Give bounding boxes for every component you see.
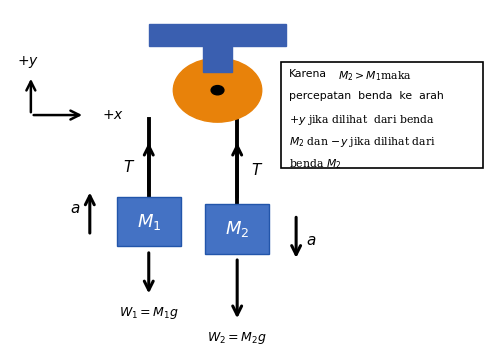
Bar xyxy=(149,24,287,46)
Bar xyxy=(205,204,269,253)
Text: benda $M_2$: benda $M_2$ xyxy=(289,157,341,171)
Circle shape xyxy=(211,86,224,95)
Text: $M_2 > M_1$maka: $M_2 > M_1$maka xyxy=(338,69,412,83)
Text: $+y$: $+y$ xyxy=(17,54,40,70)
Text: Karena: Karena xyxy=(289,69,327,79)
Text: $T$: $T$ xyxy=(123,159,135,175)
Text: $M_1$: $M_1$ xyxy=(136,212,161,232)
Text: $W_1 = M_1 g$: $W_1 = M_1 g$ xyxy=(119,305,179,321)
Text: $W_2 = M_2 g$: $W_2 = M_2 g$ xyxy=(207,330,267,346)
Text: percepatan  benda  ke  arah: percepatan benda ke arah xyxy=(289,91,444,101)
Bar xyxy=(282,62,483,168)
Bar xyxy=(117,197,181,247)
Text: $T$: $T$ xyxy=(250,162,263,178)
Text: $+y$ jika dilihat  dari benda: $+y$ jika dilihat dari benda xyxy=(289,113,434,127)
Circle shape xyxy=(173,58,262,122)
Text: $a$: $a$ xyxy=(70,202,80,216)
Text: $M_2$ dan $-y$ jika dilihat dari: $M_2$ dan $-y$ jika dilihat dari xyxy=(289,135,436,149)
Text: $M_2$: $M_2$ xyxy=(225,219,249,239)
Bar xyxy=(203,44,232,72)
Text: $a$: $a$ xyxy=(306,234,316,248)
Text: $+x$: $+x$ xyxy=(102,108,124,122)
